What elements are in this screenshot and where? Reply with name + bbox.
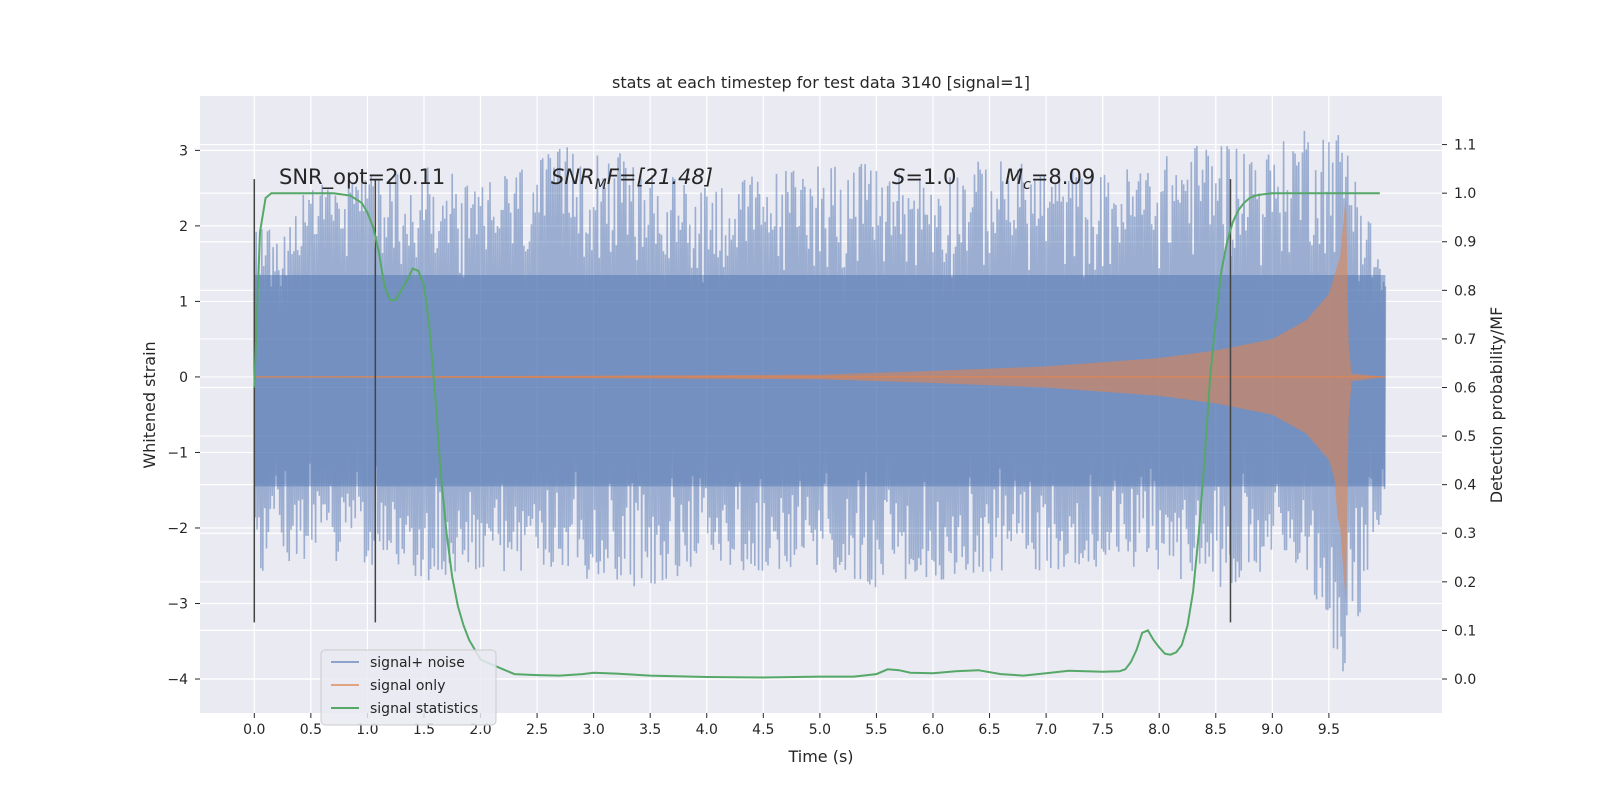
legend-label-signal-noise: signal+ noise [370, 655, 465, 671]
mc-base: M [1005, 165, 1023, 189]
x-tick-label: 1.0 [356, 722, 378, 738]
x-tick-label: 7.0 [1035, 722, 1057, 738]
x-tick-label: 2.0 [469, 722, 491, 738]
y2-tick-label: 0.1 [1454, 623, 1476, 639]
x-tick-label: 2.5 [526, 722, 548, 738]
annotation-snr-mf: SNRMF=[21.48] [551, 165, 713, 193]
x-tick-label: 5.0 [809, 722, 831, 738]
y-tick-label: −4 [167, 672, 188, 688]
mc-sub: c [1023, 177, 1031, 193]
y2-tick-label: 0.3 [1454, 526, 1476, 542]
x-tick-label: 7.5 [1092, 722, 1114, 738]
mc-rest: =8.09 [1031, 165, 1095, 189]
s-rest: =1.0 [905, 165, 956, 189]
y-tick-label: 1 [179, 294, 188, 310]
legend-box [320, 649, 497, 726]
y-tick-label: 0 [179, 370, 188, 386]
y-tick-label: 3 [179, 143, 188, 159]
y2-tick-label: 0.2 [1454, 575, 1476, 591]
y-tick-label: −2 [167, 521, 188, 537]
series-signal-statistics [253, 192, 1380, 679]
y2-axis-label: Detection probability/MF [1487, 307, 1506, 504]
y2-tick-label: 1.0 [1454, 186, 1476, 202]
snr-mf-base: SNR [551, 165, 595, 189]
x-tick-label: 3.5 [639, 722, 661, 738]
legend: signal+ noise signal only signal statist… [320, 649, 497, 726]
legend-label-signal-only: signal only [370, 678, 445, 694]
y2-tick-label: 0.4 [1454, 478, 1476, 494]
x-axis-label: Time (s) [787, 747, 853, 766]
x-tick-label: 1.5 [413, 722, 435, 738]
y-tick-label: 2 [179, 219, 188, 235]
x-tick-label: 0.5 [300, 722, 322, 738]
x-tick-label: 3.0 [583, 722, 605, 738]
series-signal-noise [253, 130, 1387, 672]
legend-label-signal-statistics: signal statistics [370, 701, 478, 717]
x-tick-label: 6.5 [978, 722, 1000, 738]
x-tick-label: 4.5 [752, 722, 774, 738]
y2-tick-label: 0.8 [1454, 283, 1476, 299]
y2-tick-label: 0.7 [1454, 332, 1476, 348]
x-tick-label: 8.0 [1148, 722, 1170, 738]
annotation-mc: Mc=8.09 [1005, 165, 1095, 193]
x-tick-label: 9.5 [1318, 722, 1340, 738]
series-signal-only [254, 195, 1386, 604]
stats-line [253, 192, 1380, 679]
x-tick-label: 0.0 [243, 722, 265, 738]
x-tick-label: 9.0 [1261, 722, 1283, 738]
snr-mf-rest: F=[21.48] [607, 165, 713, 189]
x-tick-label: 8.5 [1205, 722, 1227, 738]
y-tick-label: −3 [167, 596, 188, 612]
annotation-snr-opt: SNR_opt=20.11 [279, 165, 445, 190]
y2-tick-label: 1.1 [1454, 138, 1476, 154]
x-tick-label: 6.0 [922, 722, 944, 738]
y-axis-label: Whitened strain [140, 341, 159, 468]
x-tick-label: 4.0 [696, 722, 718, 738]
x-tick-label: 5.5 [865, 722, 887, 738]
noise-line [253, 130, 1387, 672]
s-italic: S [892, 165, 905, 189]
y2-tick-label: 0.5 [1454, 429, 1476, 445]
chart-title: stats at each timestep for test data 314… [612, 73, 1030, 92]
annotation-s: S=1.0 [892, 165, 956, 189]
snr-mf-sub: M [595, 177, 607, 193]
y2-tick-label: 0.0 [1454, 672, 1476, 688]
marker-lines [253, 179, 1232, 623]
y2-tick-label: 0.9 [1454, 235, 1476, 251]
y-tick-label: −1 [167, 445, 188, 461]
y2-tick-label: 0.6 [1454, 380, 1476, 396]
axis-ticks: 0.0 0.5 1.0 1.5 2.0 2.5 3.0 3.5 4.0 4.5 5.0 5.5 6.0 6… [167, 138, 1476, 738]
